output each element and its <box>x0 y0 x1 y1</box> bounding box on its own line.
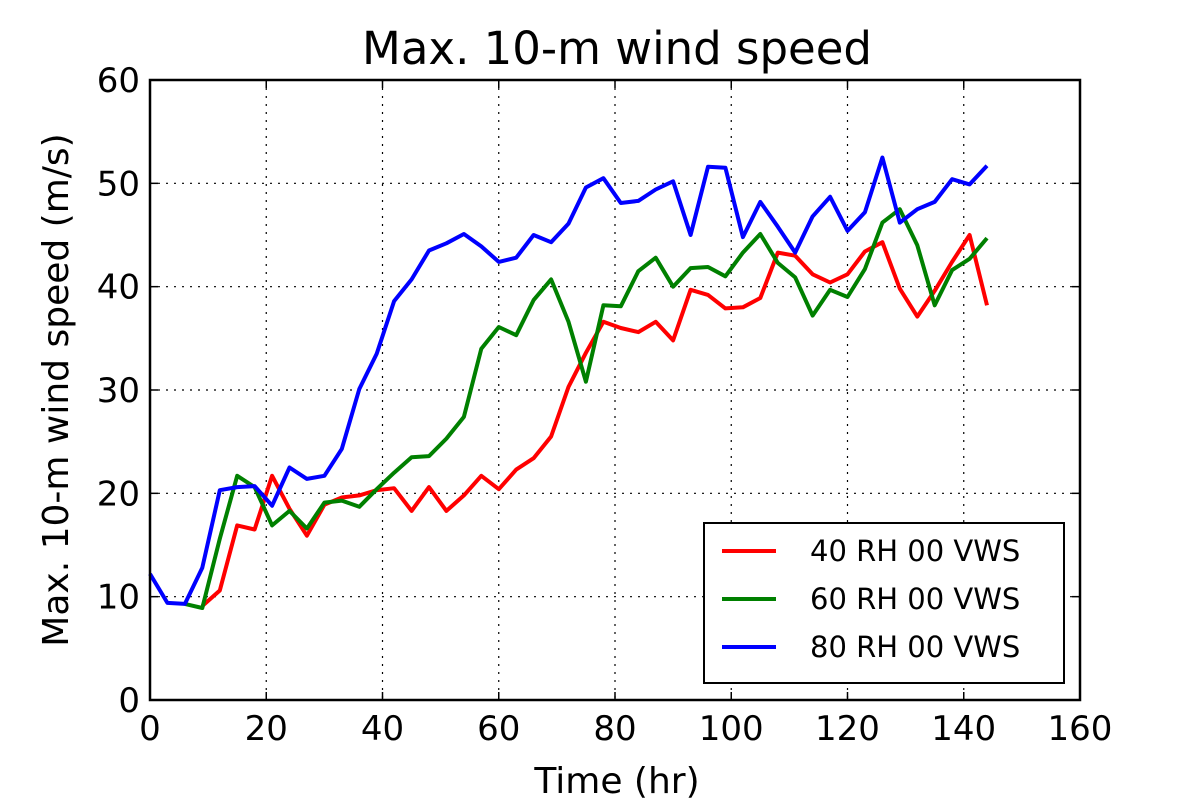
y-tick-label: 50 <box>97 164 140 204</box>
x-tick-label: 160 <box>1048 709 1113 749</box>
x-tick-label: 0 <box>139 709 161 749</box>
axis-ticks <box>149 79 1081 701</box>
y-tick-label: 30 <box>97 371 140 411</box>
legend-label-1: 40 RH 00 VWS <box>810 534 1020 568</box>
legend: 40 RH 00 VWS 60 RH 00 VWS 80 RH 00 VWS <box>703 522 1065 684</box>
x-axis-label: Time (hr) <box>533 761 699 800</box>
x-tick-label: 120 <box>815 709 880 749</box>
legend-label-2: 60 RH 00 VWS <box>810 582 1020 616</box>
x-tick-label: 80 <box>593 709 636 749</box>
x-tick-label: 100 <box>699 709 764 749</box>
y-tick-labels: 0 10 20 30 40 50 60 <box>97 61 140 721</box>
chart-title: Max. 10-m wind speed <box>362 22 872 75</box>
y-tick-label: 60 <box>97 61 140 101</box>
x-tick-label: 60 <box>477 709 520 749</box>
y-axis-label: Max. 10-m wind speed (m/s) <box>36 133 77 646</box>
y-tick-label: 20 <box>97 474 140 514</box>
x-tick-label: 40 <box>361 709 404 749</box>
legend-label-3: 80 RH 00 VWS <box>810 630 1020 664</box>
x-tick-label: 140 <box>931 709 996 749</box>
series-lines <box>148 155 989 610</box>
series-line-3 <box>148 155 989 606</box>
y-tick-label: 0 <box>118 681 140 721</box>
y-tick-label: 40 <box>97 268 140 308</box>
series-line-2 <box>184 207 989 610</box>
x-tick-label: 20 <box>245 709 288 749</box>
grid-lines <box>150 80 1080 700</box>
x-tick-labels: 0 20 40 60 80 100 120 140 160 <box>139 709 1112 749</box>
y-tick-label: 10 <box>97 578 140 618</box>
